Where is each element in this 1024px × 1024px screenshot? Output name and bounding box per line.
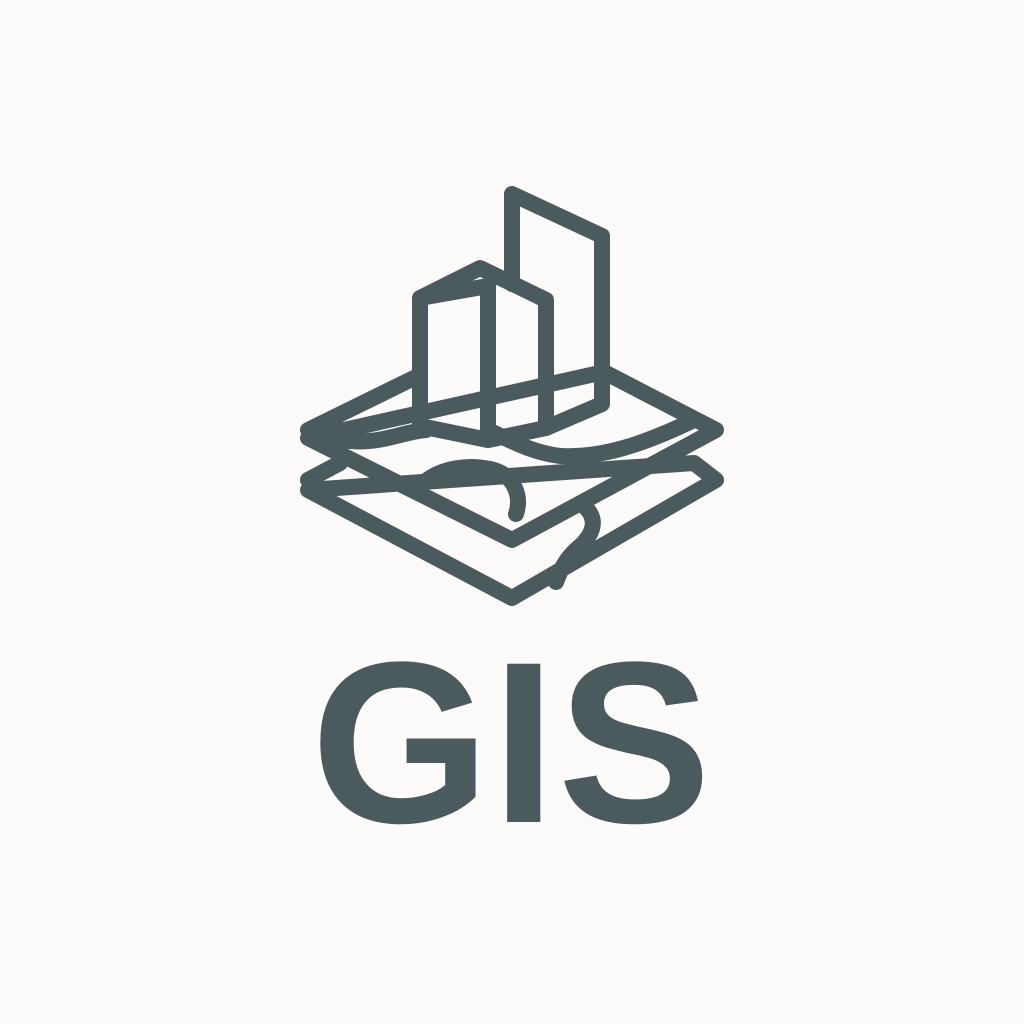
upper-map-plane xyxy=(300,364,724,548)
map-river-curve xyxy=(412,459,526,522)
map-river-branch xyxy=(548,498,601,590)
short-building xyxy=(412,260,554,448)
logo-wordmark: GIS xyxy=(310,614,714,871)
tall-building xyxy=(504,186,610,436)
